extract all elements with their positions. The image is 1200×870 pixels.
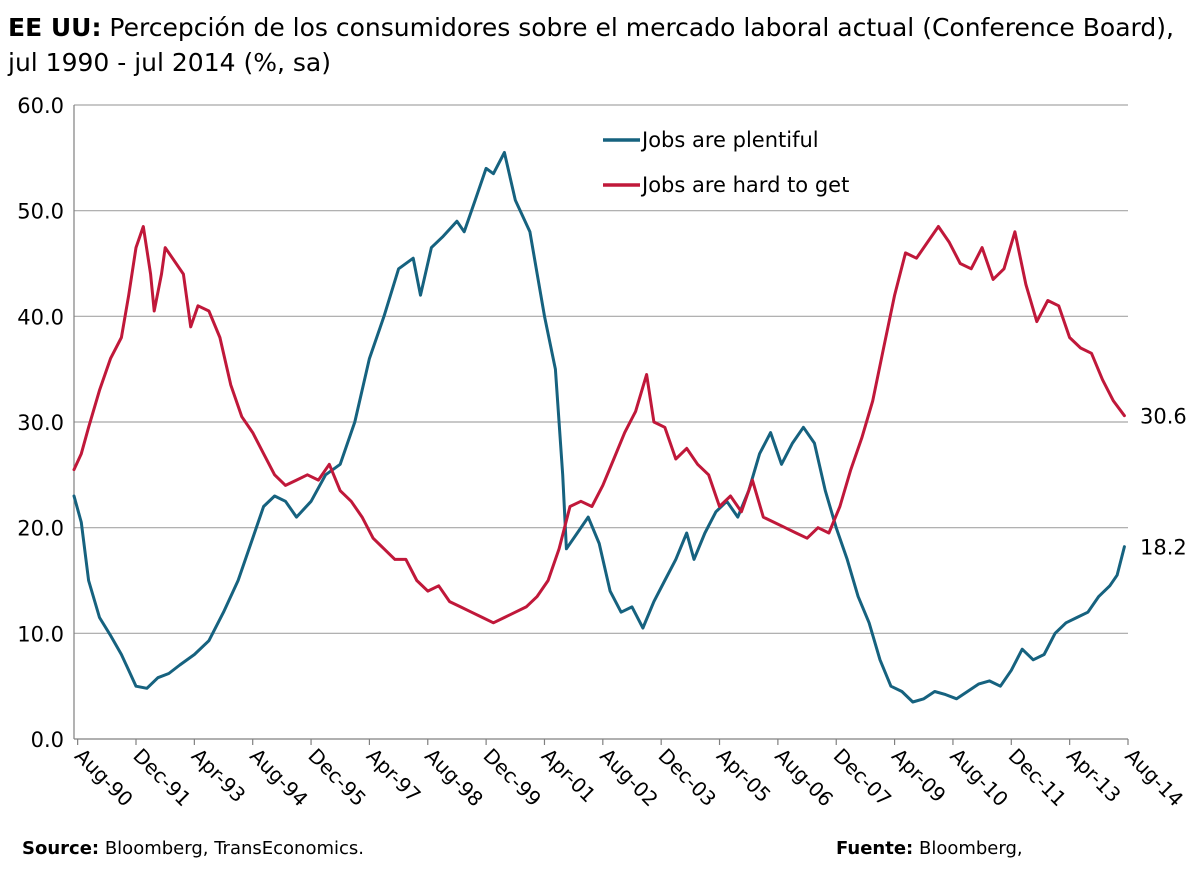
x-tick-label: Apr-97 [362,744,426,808]
x-tick-label: Dec-03 [654,744,721,811]
x-tick-label: Apr-93 [187,744,251,808]
y-tick-label: 50.0 [17,200,64,224]
x-tick-label: Apr-13 [1062,744,1126,808]
source-label: Source: [22,838,100,859]
x-tick-label: Dec-95 [304,744,371,811]
fuente-text: Bloomberg, [913,838,1023,859]
x-tick-label: Dec-11 [1004,744,1071,811]
y-tick-label: 40.0 [17,305,64,329]
fuente-label: Fuente: [836,838,914,859]
end-labels: 18.2 30.6 [1140,405,1187,560]
x-tick-label: Aug-94 [245,744,313,812]
end-label-hard: 30.6 [1140,405,1187,429]
x-tick-label: Aug-90 [70,744,138,812]
y-tick-label: 60.0 [17,94,64,118]
end-label-plentiful: 18.2 [1140,536,1187,560]
x-tick-label: Dec-91 [128,744,195,811]
y-tick-label: 0.0 [31,728,64,752]
x-tick-label: Aug-06 [770,744,838,812]
y-tick-label: 30.0 [17,411,64,435]
y-tick-label: 10.0 [17,622,64,646]
x-tick-label: Apr-09 [887,744,951,808]
series-lines [72,151,1126,704]
x-tick-label: Apr-05 [712,744,776,808]
x-axis-ticks: Aug-90Dec-91Apr-93Aug-94Dec-95Apr-97Aug-… [70,739,1188,811]
x-tick-label: Aug-02 [595,744,663,812]
series-line-hard [72,225,1126,625]
chart-title-rest: Percepción de los consumidores sobre el … [8,13,1174,77]
chart-title: EE UU: Percepción de los consumidores so… [8,10,1193,80]
x-tick-label: Apr-01 [537,744,601,808]
x-tick-label: Dec-07 [829,744,896,811]
x-tick-label: Dec-99 [479,744,546,811]
source-text: Bloomberg, TransEconomics. [99,838,364,859]
grid-lines [74,104,1128,634]
fuente-note: Fuente: Bloomberg, [836,838,1023,859]
x-tick-label: Aug-14 [1120,744,1188,812]
legend: Jobs are plentiful Jobs are hard to get [603,128,849,197]
source-note: Source: Bloomberg, TransEconomics. [22,838,364,859]
legend-label-plentiful: Jobs are plentiful [640,128,819,152]
x-tick-label: Aug-10 [945,744,1013,812]
series-line-plentiful [72,151,1126,704]
x-tick-label: Aug-98 [420,744,488,812]
legend-label-hard: Jobs are hard to get [640,173,849,197]
y-tick-label: 20.0 [17,517,64,541]
y-axis-ticks: 0.0 10.0 20.0 30.0 40.0 50.0 60.0 [17,94,64,752]
chart-title-bold: EE UU: [8,13,102,42]
